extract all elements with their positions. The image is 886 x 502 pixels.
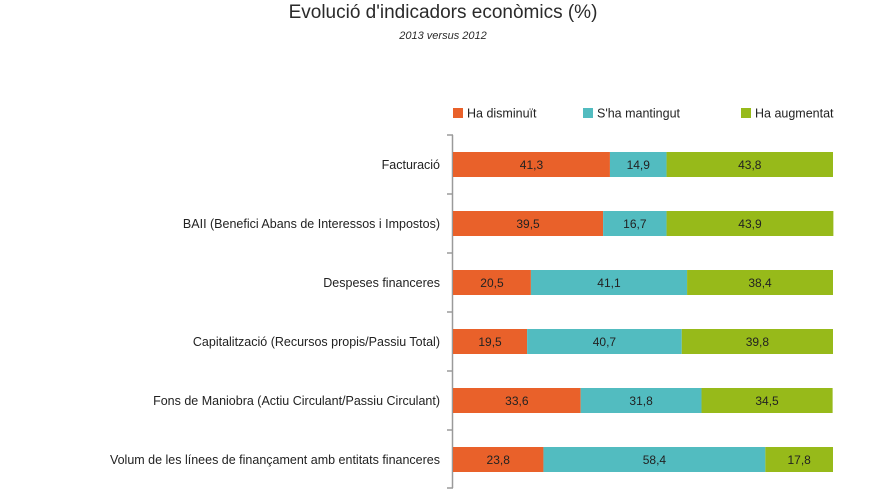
legend-swatch — [583, 108, 593, 118]
data-label: 58,4 — [643, 453, 667, 467]
data-label: 43,9 — [738, 217, 762, 231]
legend-item: Ha augmentat — [741, 107, 834, 121]
data-label: 34,5 — [755, 394, 779, 408]
legend-item: Ha disminuït — [453, 107, 537, 121]
chart-title: Evolució d'indicadors econòmics (%) — [288, 2, 598, 23]
bar-segment — [603, 211, 667, 236]
bar-segment — [530, 270, 688, 295]
legend-label: S'ha mantingut — [597, 107, 681, 121]
bar-segment — [453, 329, 528, 354]
category-labels: Facturació BAII (Benefici Abans de Intere… — [110, 158, 440, 467]
bar-segment — [453, 152, 610, 177]
legend-swatch — [453, 108, 463, 118]
category-label: Fons de Maniobra (Actiu Circulant/Passiu… — [153, 394, 440, 408]
bar-segment — [701, 388, 833, 413]
category-label: BAII (Benefici Abans de Interessos i Imp… — [183, 217, 440, 231]
data-label: 16,7 — [623, 217, 647, 231]
data-label: 40,7 — [593, 335, 617, 349]
data-label: 20,5 — [480, 276, 504, 290]
data-label: 41,3 — [520, 158, 544, 172]
bar-segment — [527, 329, 682, 354]
bar-segment — [765, 447, 833, 472]
bar-segment — [687, 270, 833, 295]
category-label: Facturació — [382, 158, 440, 172]
data-label: 38,4 — [748, 276, 772, 290]
data-label: 19,5 — [478, 335, 502, 349]
data-label: 39,5 — [516, 217, 540, 231]
bar-segment — [609, 152, 667, 177]
data-label: 43,8 — [738, 158, 762, 172]
bar-segment — [681, 329, 833, 354]
bar-segment — [453, 211, 604, 236]
category-label: Capitalització (Recursos propis/Passiu T… — [193, 335, 440, 349]
data-label: 17,8 — [788, 453, 812, 467]
data-label: 39,8 — [746, 335, 770, 349]
data-label: 33,6 — [505, 394, 529, 408]
bar-segment — [666, 211, 834, 236]
bar-segment — [453, 270, 531, 295]
legend-label: Ha disminuït — [467, 107, 537, 121]
legend: Ha disminuït S'ha mantingut Ha augmentat — [453, 107, 834, 121]
category-label: Volum de les línees de finançament amb e… — [110, 453, 440, 467]
legend-swatch — [741, 108, 751, 118]
data-label: 41,1 — [597, 276, 621, 290]
bar-segment — [666, 152, 833, 177]
chart-subtitle: 2013 versus 2012 — [399, 30, 487, 42]
bar-segment — [453, 447, 544, 472]
category-label: Despeses financeres — [323, 276, 440, 290]
legend-item: S'ha mantingut — [583, 107, 681, 121]
bar-segment — [580, 388, 702, 413]
data-label: 23,8 — [487, 453, 511, 467]
data-label: 31,8 — [629, 394, 653, 408]
data-label: 14,9 — [627, 158, 651, 172]
category-axis — [447, 134, 454, 489]
bar-segment — [453, 388, 581, 413]
legend-label: Ha augmentat — [755, 107, 834, 121]
bar-segment — [543, 447, 766, 472]
bars: 41,3 14,9 43,8 39,5 16,7 43,9 20,5 41,1 38,4 19,5… — [453, 152, 834, 472]
